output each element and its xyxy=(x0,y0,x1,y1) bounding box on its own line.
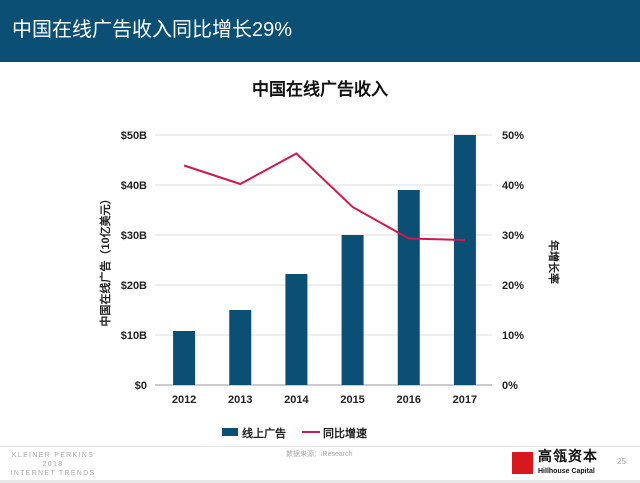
legend-label-bar: 线上广告 xyxy=(242,426,286,440)
brand-line: KLEINER PERKINS xyxy=(11,452,95,459)
y-tick-label: $50B xyxy=(121,130,147,142)
bar-2017 xyxy=(453,135,476,385)
slide-title: 中国在线广告收入同比增长29% xyxy=(12,19,293,41)
x-tick-label: 2012 xyxy=(172,394,196,406)
y2-tick-label: 50% xyxy=(502,130,524,142)
y2-tick-label: 0% xyxy=(502,380,518,392)
y-tick-label: $10B xyxy=(121,330,147,342)
source-note: 数据来源：iResearch xyxy=(286,451,353,458)
x-tick-label: 2017 xyxy=(453,394,477,406)
legend-label-line: 同比增速 xyxy=(323,426,367,440)
chart-title: 中国在线广告收入 xyxy=(252,80,388,99)
hillhouse-logo-mark xyxy=(512,452,533,474)
brand-line: 2018 xyxy=(42,461,64,468)
y2-tick-label: 40% xyxy=(502,180,524,192)
legend-swatch-bar xyxy=(222,428,238,436)
hillhouse-logo-en: Hillhouse Capital xyxy=(538,468,595,475)
page-number: 25 xyxy=(617,457,626,466)
x-tick-label: 2016 xyxy=(397,394,421,406)
chart: $0 $10B $20B $30B $40B $50B 0% 10% 20% 30% 40% 50% 2… xyxy=(98,130,561,440)
y-axis-label: 中国在线广告（10亿美元） xyxy=(98,193,112,326)
x-tick-label: 2015 xyxy=(340,394,364,406)
bar-2015 xyxy=(341,235,364,385)
bar-2014 xyxy=(285,274,308,385)
footer-divider xyxy=(0,446,640,447)
x-tick-label: 2014 xyxy=(284,394,309,406)
y2-tick-label: 10% xyxy=(502,330,524,342)
brand-line: INTERNET TRENDS xyxy=(10,470,96,477)
growth-line xyxy=(183,152,465,241)
x-tick-label: 2013 xyxy=(228,394,252,406)
bar-2013 xyxy=(229,310,252,385)
header-bar: 中国在线广告收入同比增长29% xyxy=(0,0,640,62)
bottom-bar xyxy=(0,480,640,483)
y-tick-label: $20B xyxy=(121,280,147,292)
y2-tick-label: 20% xyxy=(502,280,524,292)
y2-axis-label: 年增长率 xyxy=(547,240,561,284)
kleiner-perkins-logo: KLEINER PERKINS 2018 INTERNET TRENDS xyxy=(6,451,100,478)
y-tick-label: $40B xyxy=(121,180,147,192)
hillhouse-logo-cn: 高瓴资本 xyxy=(538,448,598,464)
y-tick-label: $0 xyxy=(135,380,147,392)
bar-2016 xyxy=(397,190,420,385)
y2-tick-label: 30% xyxy=(502,230,524,242)
bar-2012 xyxy=(173,331,196,385)
y-tick-label: $30B xyxy=(121,230,147,242)
